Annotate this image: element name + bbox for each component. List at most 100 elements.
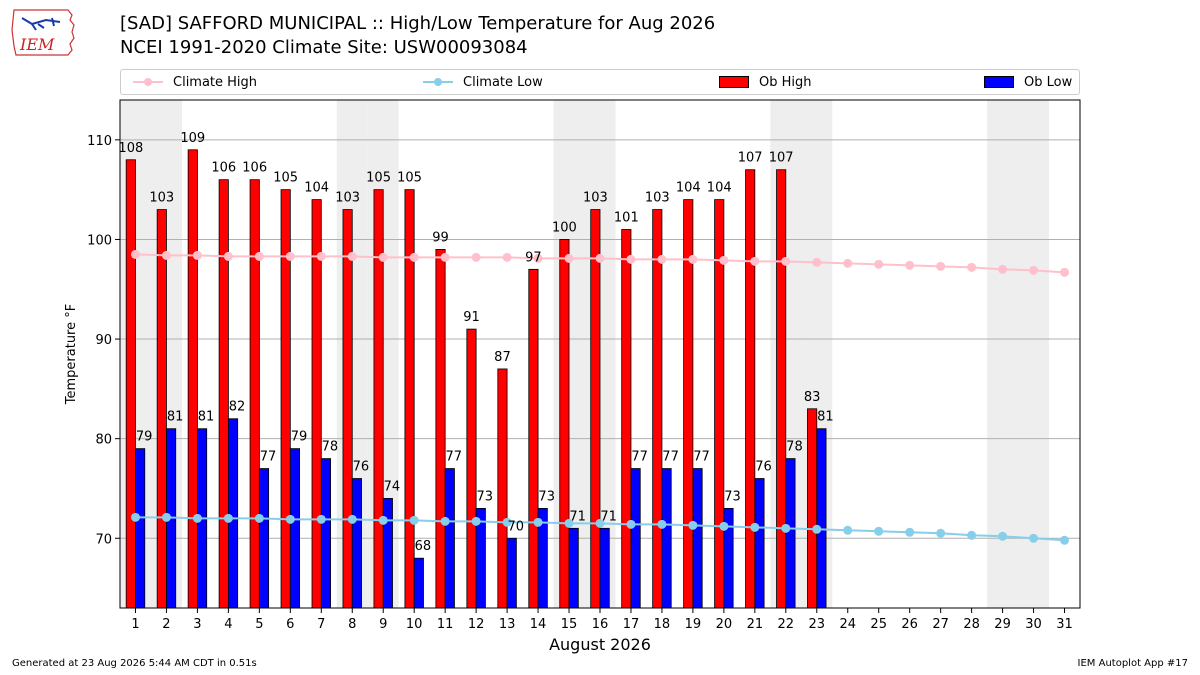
legend-label-ob-high: Ob High — [759, 74, 812, 90]
ob-high-bar — [156, 209, 167, 609]
ob-low-bar — [135, 448, 146, 609]
climate-high-point — [843, 258, 853, 268]
climate-low-point — [316, 514, 326, 524]
logo-text: IEM — [19, 35, 55, 54]
x-tick-label: 13 — [499, 617, 516, 632]
x-tick-label: 30 — [1025, 617, 1042, 632]
x-tick-label: 1 — [131, 617, 139, 632]
ob-low-bar — [599, 527, 610, 609]
climate-low-point — [285, 514, 295, 524]
ob-high-bar — [807, 408, 818, 609]
climate-high-point — [750, 256, 760, 266]
climate-low-point — [192, 513, 202, 523]
chart-title: [SAD] SAFFORD MUNICIPAL :: High/Low Temp… — [120, 13, 716, 34]
climate-low-point — [657, 519, 667, 529]
ob-high-bar — [745, 169, 756, 609]
x-tick-label: 31 — [1056, 617, 1073, 632]
ob-low-label: 77 — [631, 450, 648, 465]
climate-low-point — [688, 520, 698, 530]
ob-high-bar — [249, 179, 260, 609]
legend-item-climate-high: Climate High — [133, 70, 257, 94]
ob-high-label: 103 — [583, 191, 608, 206]
climate-low-point — [967, 530, 977, 540]
ob-high-bar — [652, 209, 663, 609]
climate-low-point — [254, 513, 264, 523]
ob-high-label: 104 — [707, 181, 732, 196]
ob-high-label: 83 — [804, 390, 821, 405]
climate-low-point — [936, 528, 946, 538]
ob-low-label: 73 — [477, 489, 494, 504]
climate-low-point — [595, 518, 605, 528]
ob-high-bar — [435, 249, 446, 609]
ob-high-label: 103 — [645, 191, 670, 206]
climate-low-point — [781, 523, 791, 533]
x-axis-title: August 2026 — [549, 635, 651, 654]
climate-high-point — [347, 251, 357, 261]
ob-low-label: 81 — [817, 410, 834, 425]
ob-low-label: 73 — [724, 489, 741, 504]
x-tick-label: 19 — [685, 617, 702, 632]
ob-high-bar — [342, 209, 353, 609]
climate-low-point — [750, 522, 760, 532]
climate-high-point — [688, 254, 698, 264]
ob-low-bar — [785, 458, 796, 609]
climate-high-point — [130, 249, 140, 259]
ob-low-label: 78 — [786, 440, 803, 455]
climate-low-point — [1060, 535, 1070, 545]
y-tick-label: 80 — [95, 433, 112, 448]
climate-high-point — [967, 262, 977, 272]
ob-high-bar — [218, 179, 229, 609]
climate-high-point — [905, 260, 915, 270]
ob-low-label: 71 — [600, 509, 617, 524]
ob-low-label: 77 — [662, 450, 679, 465]
x-tick-label: 20 — [716, 617, 733, 632]
climate-low-point — [502, 517, 512, 527]
x-tick-label: 5 — [255, 617, 263, 632]
ob-high-bar — [187, 149, 198, 609]
x-tick-label: 23 — [809, 617, 826, 632]
ob-low-label: 79 — [291, 430, 308, 445]
climate-low-point — [626, 519, 636, 529]
x-tick-label: 27 — [932, 617, 949, 632]
x-tick-label: 11 — [437, 617, 454, 632]
y-tick-label: 90 — [95, 333, 112, 348]
legend-label-ob-low: Ob Low — [1024, 74, 1073, 90]
ob-high-label: 99 — [432, 230, 449, 245]
climate-low-point — [378, 515, 388, 525]
ob-high-bar — [466, 328, 477, 609]
ob-high-label: 97 — [525, 250, 542, 265]
climate-low-point — [347, 514, 357, 524]
ob-low-bar — [413, 557, 424, 609]
ob-high-label: 104 — [304, 181, 329, 196]
climate-high-point — [533, 253, 543, 263]
ob-low-bar — [444, 468, 455, 609]
weekend-shade — [987, 100, 1019, 608]
x-tick-label: 2 — [162, 617, 170, 632]
climate-high-point — [595, 253, 605, 263]
x-tick-label: 14 — [530, 617, 547, 632]
climate-low-point — [719, 521, 729, 531]
ob-low-bar — [661, 468, 672, 609]
ob-low-bar — [227, 418, 239, 609]
legend-item-ob-low: Ob Low — [984, 70, 1072, 94]
ob-high-label: 104 — [676, 181, 701, 196]
ob-low-bar — [568, 527, 579, 609]
ob-high-label: 107 — [738, 151, 763, 166]
legend-item-climate-low: Climate Low — [423, 70, 543, 94]
climate-high-point — [161, 250, 171, 260]
climate-high-point — [285, 251, 295, 261]
ob-low-label: 81 — [167, 410, 184, 425]
ob-high-label: 103 — [149, 191, 174, 206]
climate-high-point — [564, 253, 574, 263]
climate-high-point — [812, 257, 822, 267]
ob-high-label: 103 — [335, 191, 360, 206]
climate-high-point — [192, 250, 202, 260]
ob-low-label: 73 — [538, 489, 555, 504]
climate-low-point — [471, 516, 481, 526]
ob-high-bar — [528, 268, 539, 609]
ob-high-label: 107 — [769, 151, 794, 166]
chart-legend: Climate High Climate Low Ob High Ob Low — [120, 69, 1080, 95]
climate-low-point — [874, 526, 884, 536]
ob-low-label: 82 — [229, 400, 246, 415]
ob-low-label: 77 — [693, 450, 710, 465]
